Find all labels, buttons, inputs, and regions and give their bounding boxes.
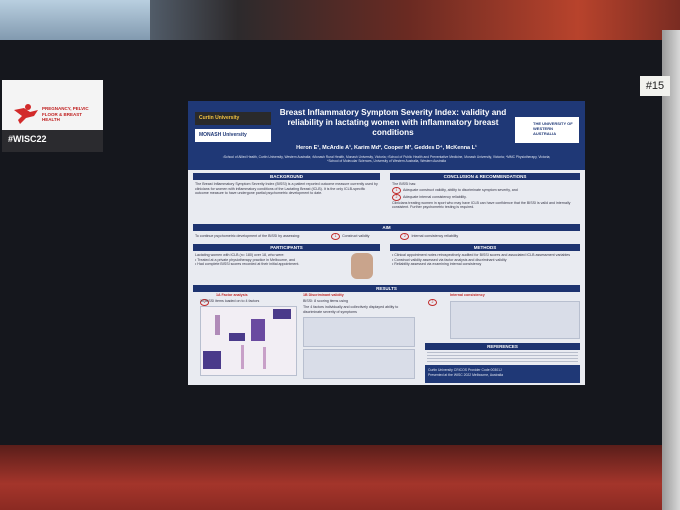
results-marker: 2 xyxy=(428,290,439,308)
affiliations: ¹School of Allied Health, Curtin Univers… xyxy=(222,155,551,163)
results-subtitle: 1A Factor analysis xyxy=(216,293,248,297)
marker: 2 xyxy=(428,299,437,306)
tag: #15 xyxy=(640,76,670,96)
aim-text: To continue psychometric development of … xyxy=(195,234,301,238)
list-text: Construct validity assessed via factor a… xyxy=(394,257,507,262)
table xyxy=(450,301,580,339)
sign: PREGNANCY, PELVIC FLOOR & BREAST HEALTH … xyxy=(2,80,103,152)
marker: 1 xyxy=(392,186,401,194)
list-item: 1 Adequate construct validity, ability to… xyxy=(392,186,578,194)
list-item: 2 Adequate internal consistency reliabili… xyxy=(392,193,578,201)
poster-title: Breast Inflammatory Symptom Severity Ind… xyxy=(279,108,507,137)
marker: 1 xyxy=(200,299,209,306)
poster: Curtin University MONASH University THE … xyxy=(188,101,585,385)
footer-line: Curtin University CRICOS Provider Code 0… xyxy=(428,368,502,372)
sign-hashtag: #WISC22 xyxy=(8,134,47,144)
section-heading: RESULTS xyxy=(193,285,580,292)
results-text: BISSI: 8 scoring items using xyxy=(303,299,348,303)
poster-footer: Curtin University CRICOS Provider Code 0… xyxy=(425,365,580,383)
list-item: • Clinical appointment notes retrospecti… xyxy=(392,253,571,257)
methods: • Clinical appointment notes retrospecti… xyxy=(392,253,578,267)
section-heading: REFERENCES xyxy=(425,343,580,350)
list-item: • Treated at a private physiotherapy pra… xyxy=(195,257,295,262)
conclusion: The BISSI has: 1 Adequate construct valid… xyxy=(392,182,578,210)
marker: 1 xyxy=(331,233,341,240)
footer-line: Presented at the WISC 2022 Melbourne, Au… xyxy=(428,372,504,377)
list-item: • Had complete BISSI scores recorded at … xyxy=(195,262,300,267)
results-subtitle: 1B Discriminant validity xyxy=(303,293,344,297)
window xyxy=(0,0,150,42)
logo: Curtin University xyxy=(195,112,271,125)
pillar xyxy=(662,30,680,510)
logo: MONASH University xyxy=(195,129,271,142)
list-text: Clinical appointment notes retrospective… xyxy=(394,253,571,257)
conclusion-text: Clinicians treating women in sport who m… xyxy=(392,200,571,210)
sign-figure xyxy=(14,104,38,124)
conclusion-intro: The BISSI has: xyxy=(392,182,417,186)
sign-text: PREGNANCY, PELVIC FLOOR & BREAST HEALTH xyxy=(42,106,89,122)
photo-icon xyxy=(351,253,373,279)
authors: Heron E¹, McArdie A¹, Karim Md², Cooper … xyxy=(296,145,477,151)
aim-item: Internal consistency reliability xyxy=(411,234,459,238)
list-text: Adequate construct validity, ability to … xyxy=(403,187,518,192)
section-heading: PARTICIPANTS xyxy=(193,244,380,251)
factor-table xyxy=(200,306,297,376)
section-heading: METHODS xyxy=(390,244,580,251)
marker: 2 xyxy=(392,193,401,201)
list-text: Treated at a private physiotherapy pract… xyxy=(197,257,295,262)
aim-item: Construct validity xyxy=(342,234,370,238)
list-text: Had complete BISSI scores recorded at th… xyxy=(197,262,300,267)
results-marker: 1 xyxy=(200,290,211,308)
background-text: The Breast Inflammatory Symptom Severity… xyxy=(195,182,378,196)
aim: To continue psychometric development of … xyxy=(195,233,578,240)
results-subtitle: Internal consistency xyxy=(450,293,485,297)
reference-lines xyxy=(427,352,578,364)
participants-text: Lactating women with ICLB (n= 180) over … xyxy=(195,253,285,257)
list-text: Reliability assessed via examining inter… xyxy=(394,262,482,267)
section-heading: BACKGROUND xyxy=(193,173,380,180)
table xyxy=(303,349,415,379)
table xyxy=(303,317,415,347)
floor xyxy=(0,445,680,510)
marker: 2 xyxy=(400,233,410,240)
section-heading: AIM xyxy=(193,224,580,231)
participants: Lactating women with ICLB (n= 180) over … xyxy=(195,253,345,267)
list-item: • Reliability assessed via examining int… xyxy=(392,262,482,267)
results-text: 10 BISSI items loaded on to 4 factors xyxy=(200,299,260,303)
list-item: • Construct validity assessed via factor… xyxy=(392,257,507,262)
list-text: Adequate internal consistency reliabilit… xyxy=(403,194,467,199)
results-text: The 4 factors individually and collectiv… xyxy=(303,305,399,314)
logo: THE UNIVERSITY OF WESTERN AUSTRALIA xyxy=(515,117,579,143)
section-heading: CONCLUSION & RECOMMENDATIONS xyxy=(390,173,580,180)
